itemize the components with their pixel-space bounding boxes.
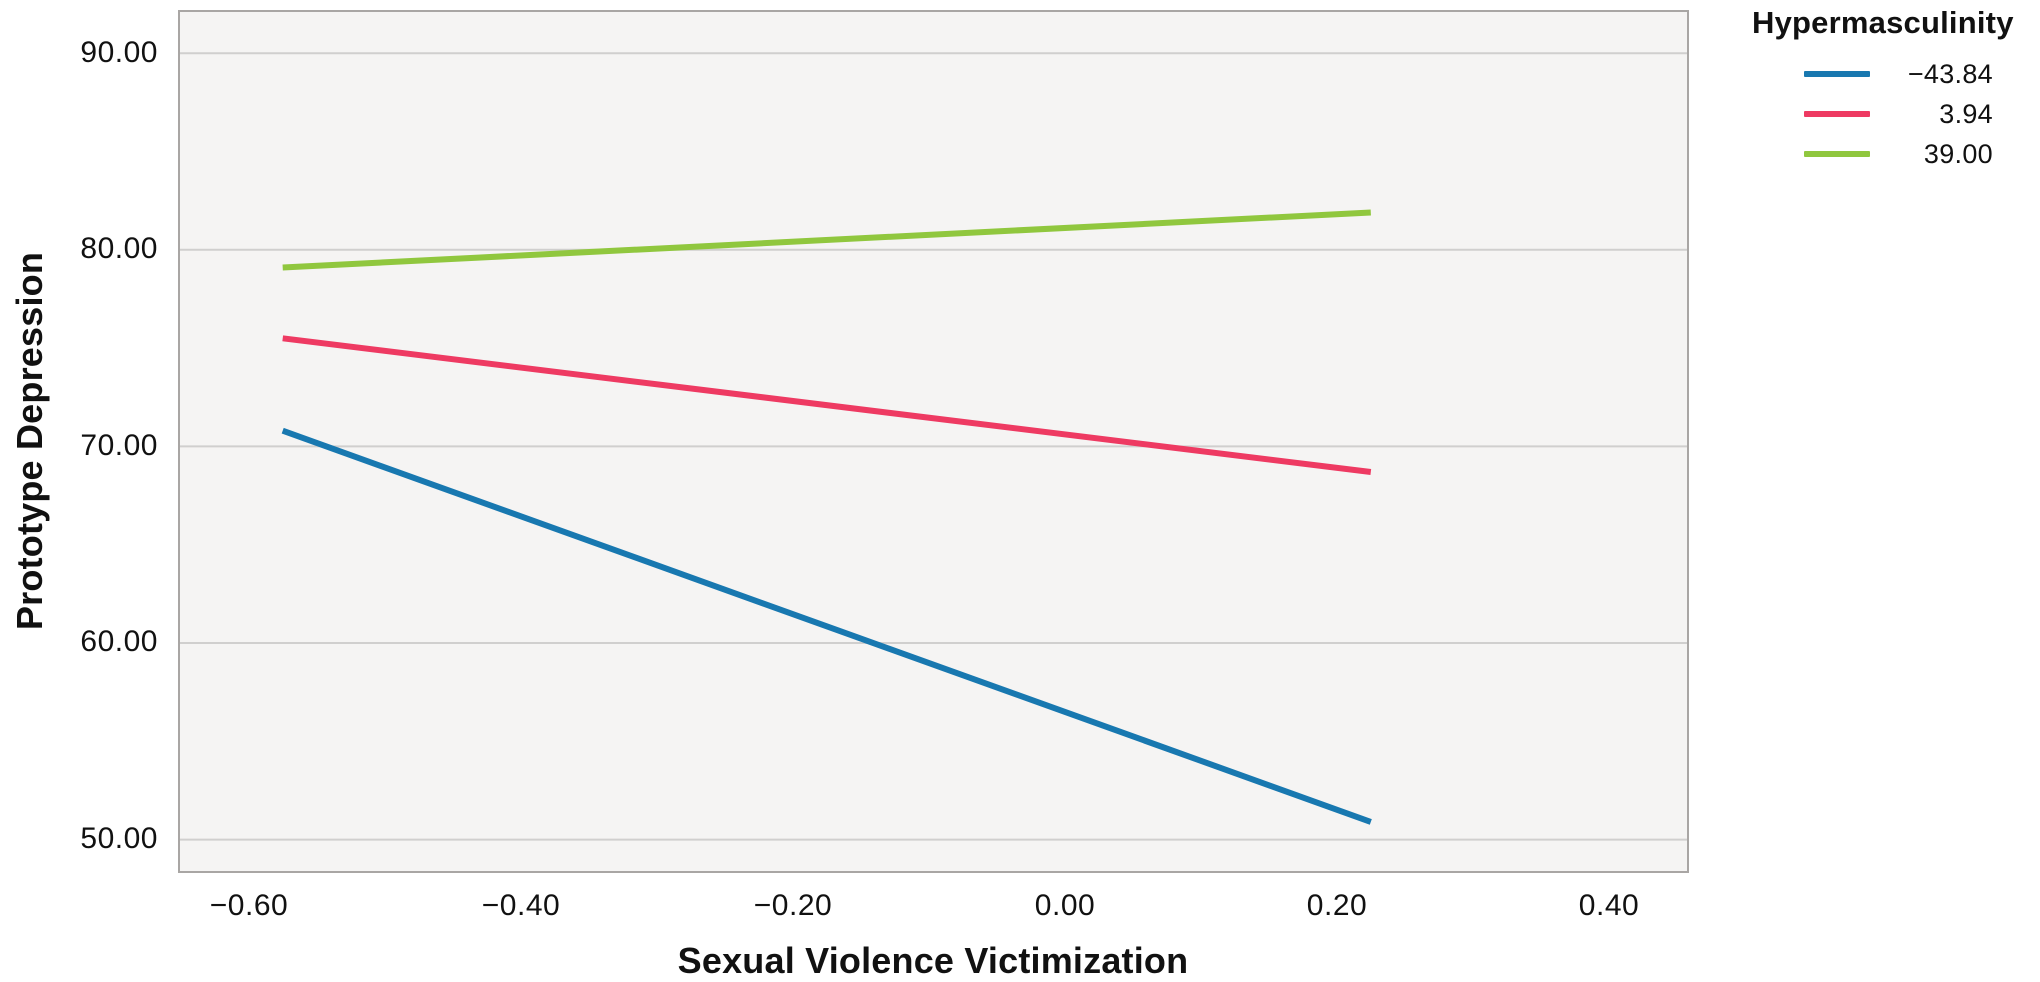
- x-tick-label: −0.20: [753, 889, 833, 922]
- legend-item-label: 3.94: [1939, 98, 1993, 129]
- legend-item: −43.84: [1752, 54, 2038, 94]
- y-tick-label: 60.00: [80, 625, 158, 658]
- y-tick-label: 70.00: [80, 429, 158, 462]
- plot-area: [178, 10, 1689, 873]
- legend-items: −43.84 3.94 39.00: [1752, 54, 2038, 174]
- legend-line-swatch: [1804, 151, 1870, 157]
- x-tick-label: 0.20: [1306, 889, 1368, 922]
- legend-item: 3.94: [1752, 94, 2038, 134]
- legend-title: Hypermasculinity: [1752, 5, 2014, 40]
- series-line: [282, 335, 1372, 475]
- x-tick-label: 0.00: [1034, 889, 1096, 922]
- legend-item: 39.00: [1752, 134, 2038, 174]
- y-tick-label: 80.00: [80, 232, 158, 265]
- plot-svg: [178, 10, 1689, 873]
- legend-line-swatch: [1804, 71, 1870, 77]
- x-tick-label: −0.40: [481, 889, 561, 922]
- x-tick-label: 0.40: [1578, 889, 1640, 922]
- legend-item-label: 39.00: [1923, 138, 1993, 169]
- series-line: [282, 209, 1371, 271]
- legend-line-swatch: [1804, 111, 1870, 117]
- legend-item-label: −43.84: [1907, 58, 1993, 89]
- y-tick-label: 50.00: [80, 822, 158, 855]
- plot-border: [178, 10, 1689, 873]
- y-tick-label: 90.00: [80, 36, 158, 69]
- legend: Hypermasculinity −43.84 3.94 39.00: [1752, 4, 2038, 174]
- series-line: [281, 427, 1372, 825]
- x-tick-label: −0.60: [209, 889, 289, 922]
- x-axis-title: Sexual Violence Victimization: [677, 940, 1189, 981]
